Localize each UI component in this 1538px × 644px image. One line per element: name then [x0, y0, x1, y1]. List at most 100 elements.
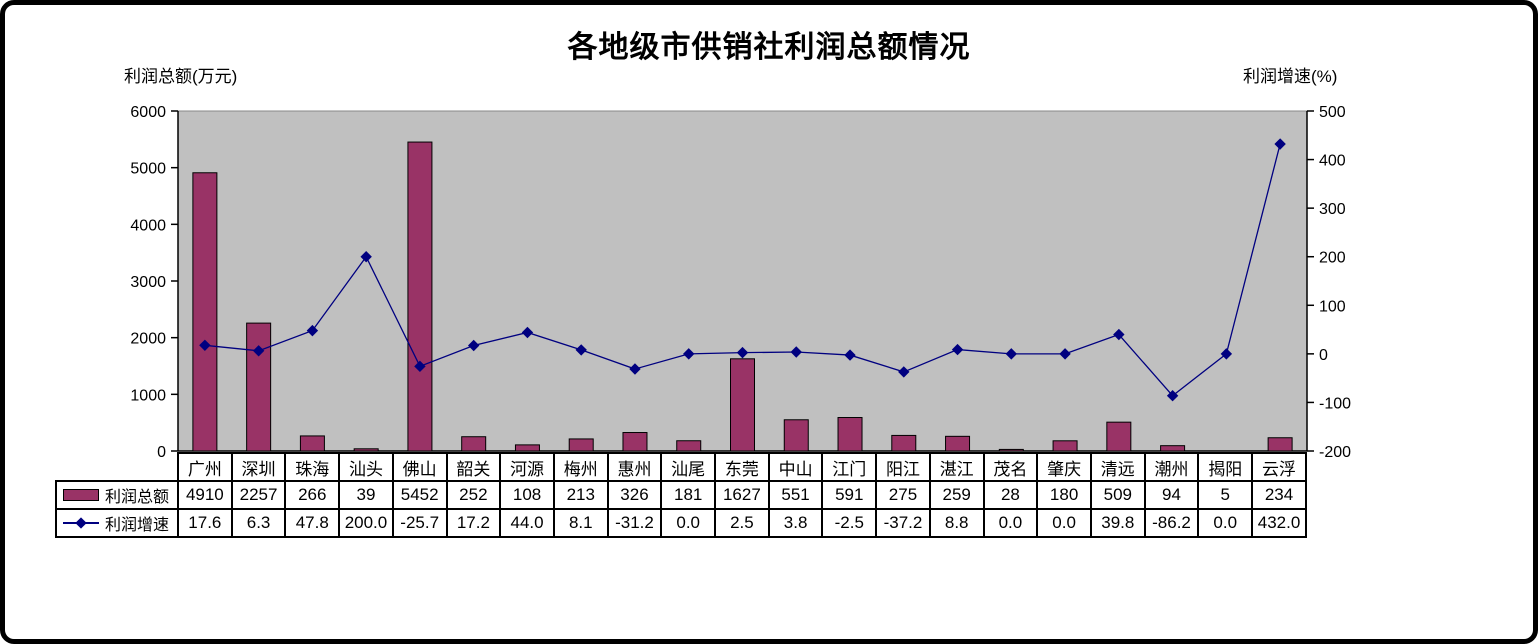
line-marker-中山 — [790, 346, 802, 358]
profit-total-cell-阳江: 275 — [875, 480, 931, 510]
profit-growth-cell-韶关: 17.2 — [445, 508, 502, 538]
profit-total-cell-潮州: 94 — [1143, 480, 1200, 510]
bar-茂名 — [998, 448, 1024, 452]
profit-total-cell-汕头: 39 — [338, 480, 394, 510]
line-marker-江门 — [844, 349, 856, 361]
line-marker-韶关 — [467, 339, 480, 352]
profit-total-cell-深圳: 2257 — [230, 480, 287, 510]
bar-legend-swatch-icon — [63, 489, 99, 501]
category-header-江门: 江门 — [821, 452, 878, 482]
profit-growth-cell-江门: -2.5 — [821, 508, 878, 538]
right-axis-tick-label: 300 — [1319, 201, 1346, 218]
profit-growth-cell-清远: 39.8 — [1089, 508, 1146, 538]
category-header-肇庆: 肇庆 — [1036, 452, 1092, 482]
category-header-云浮: 云浮 — [1251, 452, 1307, 482]
bar-清远 — [1106, 421, 1132, 452]
profit-growth-cell-惠州: -31.2 — [606, 508, 663, 538]
line-marker-佛山 — [414, 360, 426, 373]
bar-佛山 — [407, 141, 433, 452]
profit-total-cell-汕尾: 181 — [660, 480, 717, 510]
profit-total-cell-韶关: 252 — [445, 480, 502, 510]
right-axis-tick-label: 400 — [1319, 153, 1346, 170]
profit-total-cell-梅州: 213 — [552, 480, 609, 510]
profit-growth-cell-潮州: -86.2 — [1143, 508, 1200, 538]
bar-汕尾 — [676, 440, 702, 452]
bar-惠州 — [622, 432, 648, 452]
profit-growth-cell-揭阳: 0.0 — [1197, 508, 1254, 538]
category-header-揭阳: 揭阳 — [1197, 452, 1254, 482]
category-header-惠州: 惠州 — [606, 452, 663, 482]
bar-潮州 — [1160, 445, 1186, 452]
bar-河源 — [514, 444, 540, 452]
line-marker-汕尾 — [683, 348, 695, 360]
bar-梅州 — [568, 438, 594, 452]
line-marker-揭阳 — [1220, 348, 1233, 360]
category-header-清远: 清远 — [1089, 452, 1146, 482]
legend-label-profit-total: 利润总额 — [105, 489, 170, 506]
line-marker-阳江 — [898, 366, 910, 378]
line-marker-云浮 — [1274, 138, 1286, 150]
bar-深圳 — [246, 322, 272, 452]
right-axis-tick-label: 100 — [1319, 298, 1346, 315]
line-marker-茂名 — [1005, 348, 1018, 360]
profit-total-cell-揭阳: 5 — [1197, 480, 1254, 510]
line-marker-汕头 — [360, 251, 372, 263]
right-axis-title: 利润增速(%) — [1243, 67, 1338, 86]
profit-total-cell-东莞: 1627 — [714, 480, 770, 510]
category-header-中山: 中山 — [767, 452, 824, 482]
profit-growth-cell-阳江: -37.2 — [875, 508, 931, 538]
profit-growth-cell-东莞: 2.5 — [714, 508, 770, 538]
chart-title: 各地级市供销社利润总额情况 — [567, 31, 971, 64]
line-marker-珠海 — [306, 324, 319, 337]
left-axis-tick-label: 6000 — [130, 104, 166, 121]
profit-total-cell-清远: 509 — [1089, 480, 1146, 510]
left-axis-tick-label: 5000 — [130, 161, 166, 178]
legend-key-profit-total: 利润总额 — [55, 480, 179, 510]
profit-total-cell-江门: 591 — [821, 480, 878, 510]
right-axis-tick-label: 0 — [1319, 347, 1328, 364]
category-header-潮州: 潮州 — [1143, 452, 1200, 482]
line-marker-河源 — [521, 326, 534, 339]
bar-云浮 — [1267, 437, 1293, 452]
line-marker-惠州 — [629, 363, 641, 375]
profit-total-cell-广州: 4910 — [177, 480, 233, 510]
line-marker-广州 — [199, 339, 211, 352]
profit-total-cell-云浮: 234 — [1251, 480, 1307, 510]
legend-key-profit-growth: 利润增速 — [55, 508, 179, 538]
profit-growth-cell-佛山: -25.7 — [391, 508, 448, 538]
profit-total-cell-河源: 108 — [499, 480, 555, 510]
profit-total-cell-湛江: 259 — [928, 480, 985, 510]
right-axis-tick-label: 500 — [1319, 104, 1346, 121]
line-marker-深圳 — [252, 345, 265, 357]
left-axis-tick-label: 1000 — [130, 387, 166, 404]
line-marker-东莞 — [736, 346, 749, 359]
profit-growth-cell-河源: 44.0 — [499, 508, 555, 538]
category-header-珠海: 珠海 — [284, 452, 341, 482]
profit-total-cell-惠州: 326 — [606, 480, 663, 510]
left-axis-tick-label: 4000 — [130, 217, 166, 234]
profit-growth-cell-湛江: 8.8 — [928, 508, 985, 538]
left-axis-tick-label: 3000 — [130, 274, 166, 291]
profit-growth-cell-珠海: 47.8 — [284, 508, 341, 538]
category-header-茂名: 茂名 — [982, 452, 1039, 482]
right-axis-tick-label: -200 — [1319, 444, 1351, 461]
bar-中山 — [783, 419, 809, 452]
category-header-河源: 河源 — [499, 452, 555, 482]
category-header-韶关: 韶关 — [445, 452, 502, 482]
line-marker-清远 — [1113, 328, 1125, 341]
profit-total-cell-佛山: 5452 — [391, 480, 448, 510]
line-marker-潮州 — [1166, 390, 1179, 402]
right-axis-tick-label: -100 — [1319, 395, 1351, 412]
bar-韶关 — [461, 436, 487, 452]
category-header-梅州: 梅州 — [552, 452, 609, 482]
bar-肇庆 — [1052, 440, 1078, 452]
left-axis-tick-label: 2000 — [130, 331, 166, 348]
profit-total-cell-肇庆: 180 — [1036, 480, 1092, 510]
category-header-佛山: 佛山 — [391, 452, 448, 482]
left-axis-tick-label: 0 — [157, 444, 166, 461]
category-header-东莞: 东莞 — [714, 452, 770, 482]
bar-江门 — [837, 417, 863, 452]
profit-growth-cell-肇庆: 0.0 — [1036, 508, 1092, 538]
bar-阳江 — [891, 434, 917, 452]
